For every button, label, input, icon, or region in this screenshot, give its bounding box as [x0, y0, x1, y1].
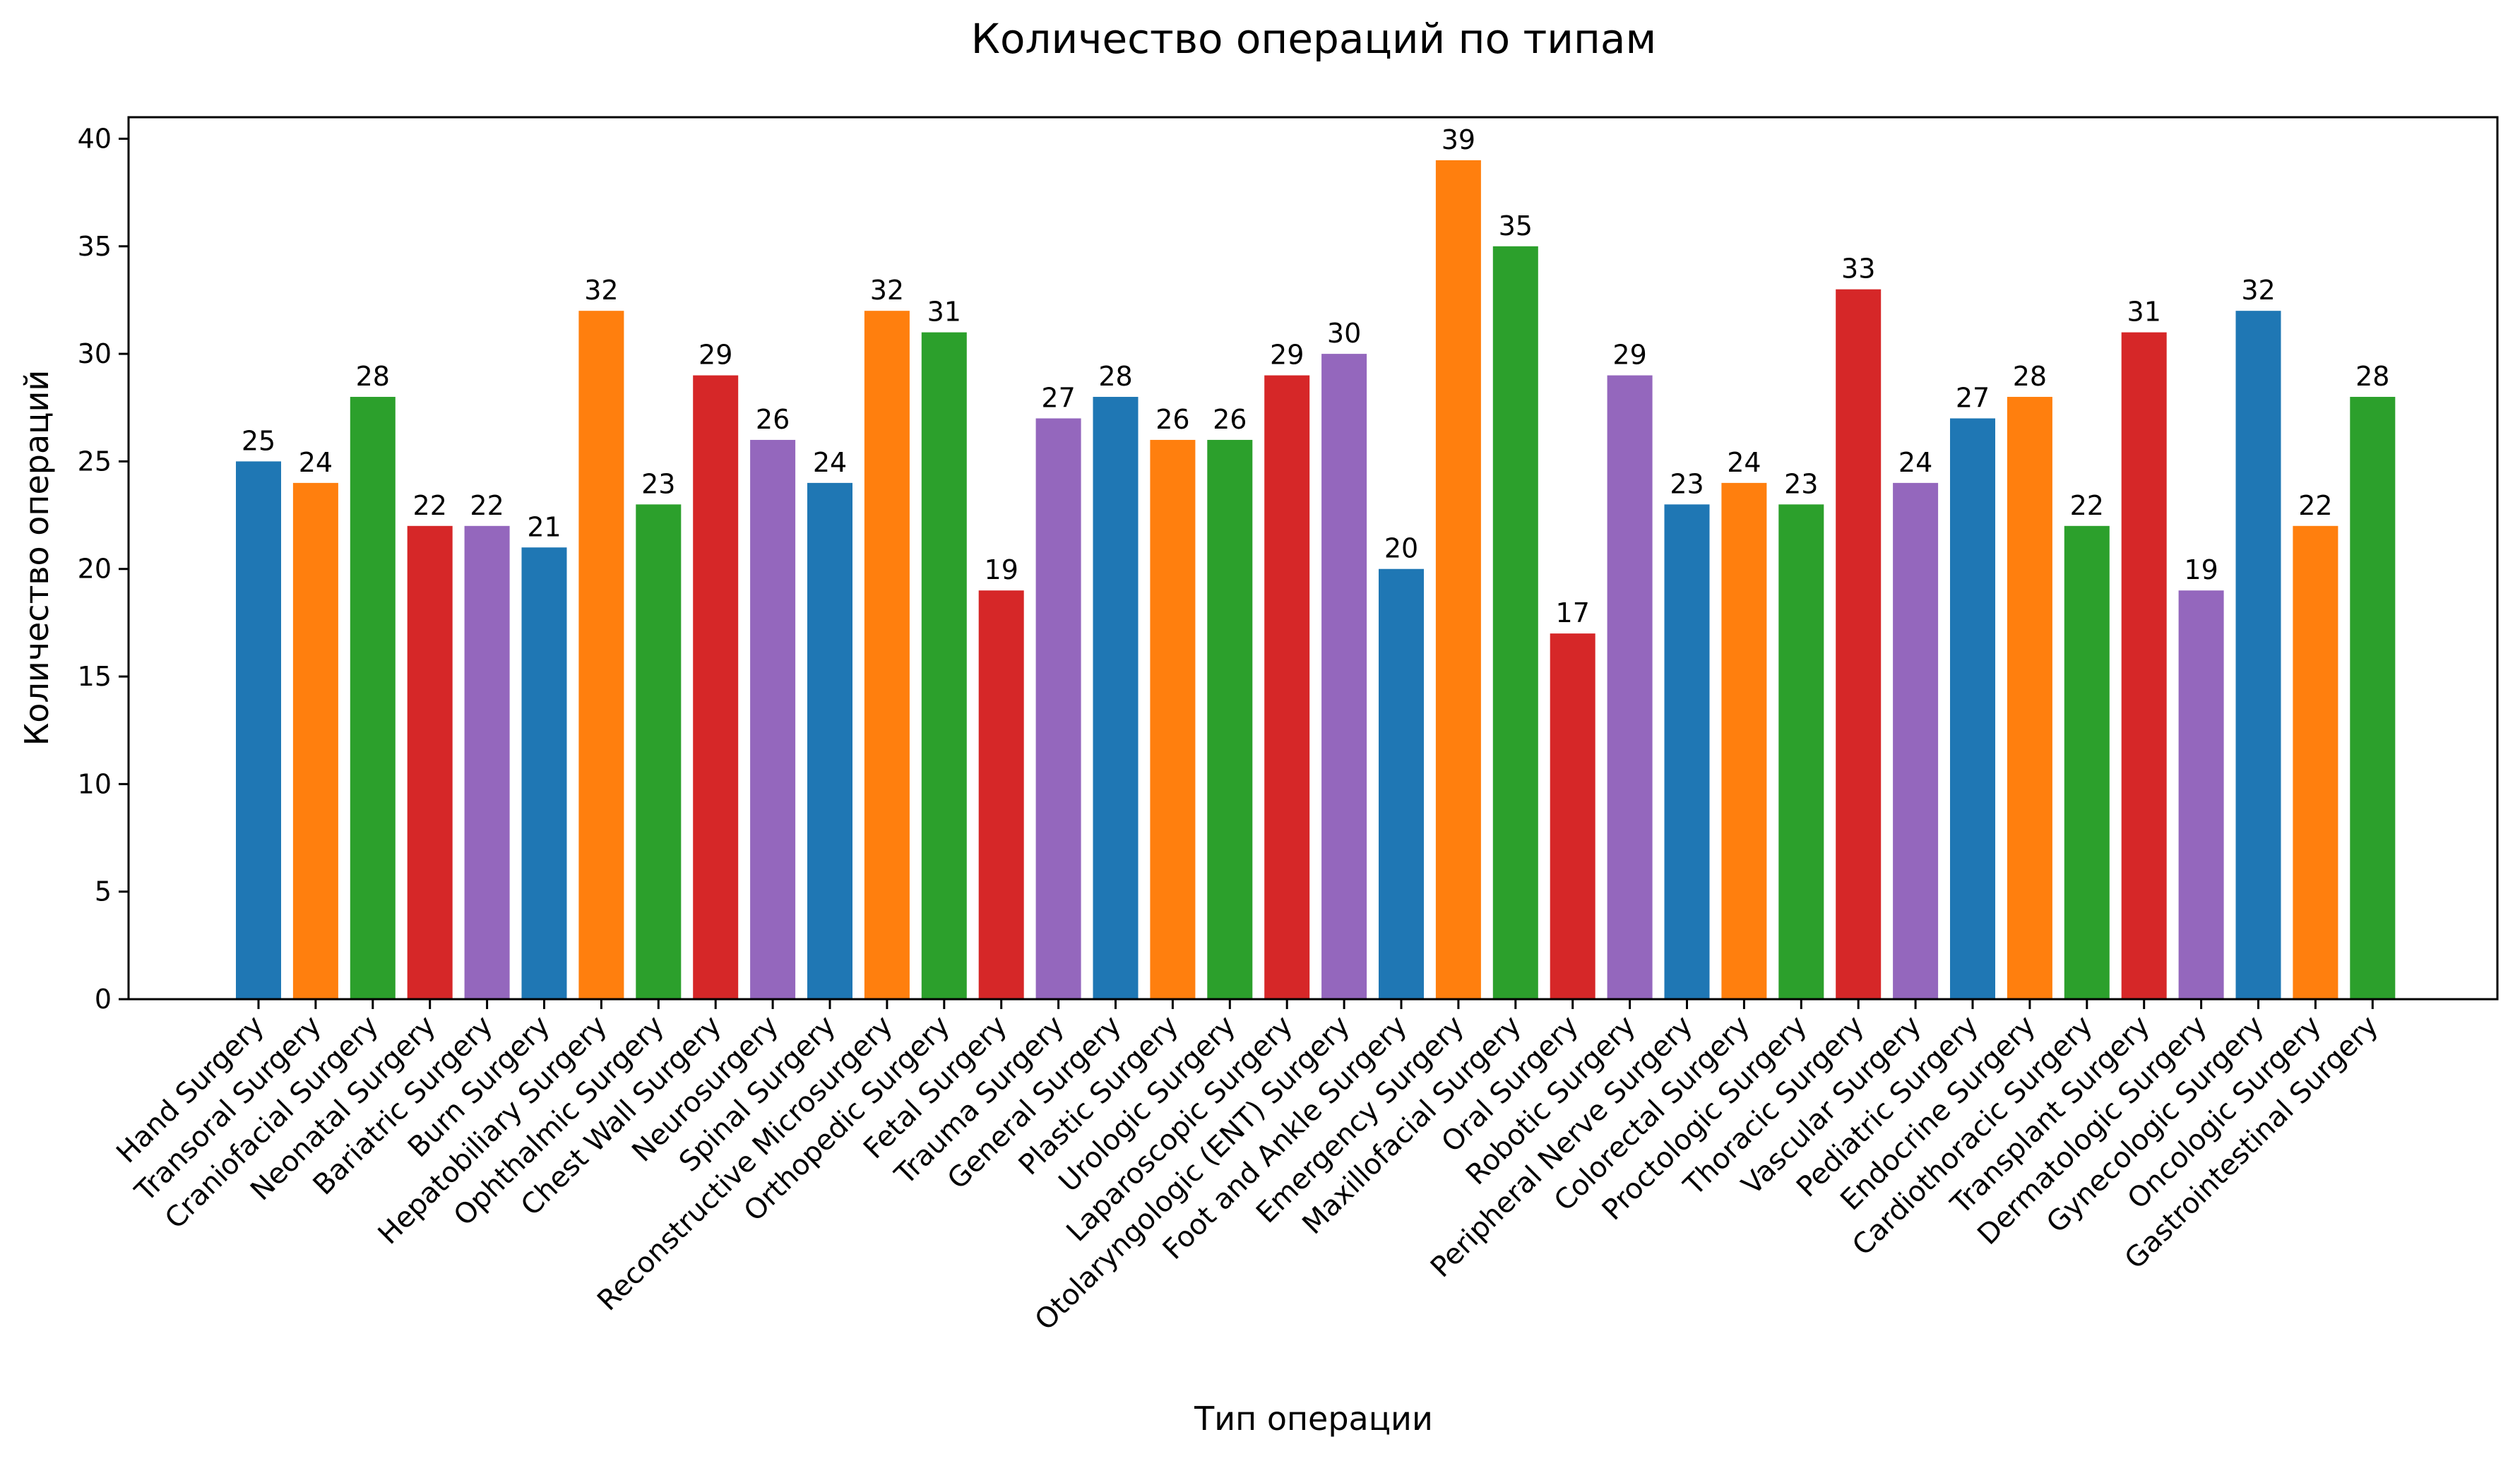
bar-value-label: 31: [2127, 297, 2161, 328]
bar-value-label: 39: [1442, 124, 1475, 155]
bar: [2293, 525, 2338, 999]
bar: [407, 525, 453, 999]
bar: [1435, 160, 1481, 999]
bars: [236, 160, 2396, 1000]
bar-value-label: 23: [1784, 468, 1818, 499]
bar: [1150, 439, 1196, 999]
bar: [1836, 289, 1882, 1000]
bar-value-label: 26: [1213, 404, 1247, 435]
bar: [521, 547, 567, 999]
bar-value-label: 28: [2355, 361, 2389, 392]
y-tick-label: 20: [78, 554, 112, 585]
bar-value-label: 28: [356, 361, 390, 392]
bar: [1778, 504, 1824, 999]
bar: [464, 525, 510, 999]
y-axis: 0 5 10 15 20 25 30 35 40: [78, 123, 129, 1015]
y-tick-label: 15: [78, 661, 112, 692]
y-axis-label: Количество операций: [18, 370, 56, 746]
bar: [636, 504, 682, 999]
bar-value-label: 22: [470, 490, 504, 521]
bar-value-label: 33: [1841, 254, 1875, 285]
bar: [350, 397, 396, 999]
x-axis-label: Тип операции: [1194, 1400, 1433, 1438]
y-tick-label: 40: [78, 123, 112, 154]
bar: [2007, 397, 2052, 999]
bar: [2178, 590, 2224, 999]
bar: [1492, 246, 1538, 999]
bar: [1550, 633, 1595, 999]
bar-value-label: 23: [641, 468, 675, 499]
bar-value-label: 22: [413, 490, 447, 521]
bar-value-label: 27: [1956, 382, 1990, 413]
bar-value-label: 35: [1499, 210, 1533, 241]
bar: [1379, 568, 1424, 999]
bar-value-label: 32: [870, 275, 904, 306]
y-tick-label: 0: [95, 984, 112, 1015]
bar-value-label: 27: [1041, 382, 1075, 413]
bar: [1950, 418, 1995, 999]
bar: [236, 461, 281, 999]
bar-value-label: 24: [813, 447, 847, 478]
bar: [1607, 375, 1653, 999]
bar: [1264, 375, 1310, 999]
bar: [1321, 354, 1367, 1000]
y-tick-label: 25: [78, 446, 112, 477]
bar: [750, 439, 796, 999]
y-tick-label: 35: [78, 231, 112, 262]
bar: [1664, 504, 1710, 999]
y-tick-label: 5: [95, 876, 112, 907]
bar-value-label: 20: [1384, 533, 1418, 564]
bar: [693, 375, 739, 999]
bar-value-label: 29: [1270, 340, 1304, 371]
data-labels: 25 24 28 22 22 21 32 23 29 26 24 32 31 19 27 28 26 26 29 30…: [242, 124, 2390, 628]
bar: [578, 311, 624, 999]
bar: [292, 482, 338, 999]
plot-frame: [127, 116, 2499, 1001]
bar: [1721, 482, 1767, 999]
y-tick-label: 10: [78, 768, 112, 799]
bar: [921, 332, 967, 999]
bar-value-label: 22: [2298, 490, 2332, 521]
bar: [978, 590, 1024, 999]
bar-value-label: 26: [756, 404, 790, 435]
bar-value-label: 19: [985, 554, 1018, 585]
bar-value-label: 32: [2241, 275, 2275, 306]
y-tick-label: 30: [78, 338, 112, 369]
bar: [1093, 397, 1139, 999]
bar-value-label: 17: [1556, 597, 1590, 628]
bar-value-label: 30: [1327, 318, 1361, 349]
bar: [1207, 439, 1253, 999]
bar-value-label: 31: [927, 297, 961, 328]
bar: [1035, 418, 1081, 999]
bar: [2121, 332, 2167, 999]
bar-value-label: 24: [1898, 447, 1932, 478]
bar-value-label: 24: [1727, 447, 1761, 478]
bar-value-label: 25: [242, 425, 275, 456]
bar-value-label: 29: [699, 340, 732, 371]
bar: [2235, 311, 2281, 999]
bar-value-label: 19: [2184, 554, 2218, 585]
bar-value-label: 28: [1098, 361, 1132, 392]
bar: [2350, 397, 2396, 999]
bar-value-label: 32: [584, 275, 618, 306]
bar-value-label: 29: [1612, 340, 1646, 371]
bar-value-label: 21: [527, 511, 561, 542]
bar: [807, 482, 852, 999]
bar-value-label: 22: [2070, 490, 2104, 521]
bar-value-label: 24: [299, 447, 333, 478]
bar: [864, 311, 910, 999]
bar-value-label: 23: [1670, 468, 1704, 499]
chart-title: Количество операций по типам: [971, 15, 1656, 63]
bar: [1893, 482, 1939, 999]
bar: [2064, 525, 2110, 999]
bar-value-label: 28: [2013, 361, 2047, 392]
bar-value-label: 26: [1155, 404, 1189, 435]
